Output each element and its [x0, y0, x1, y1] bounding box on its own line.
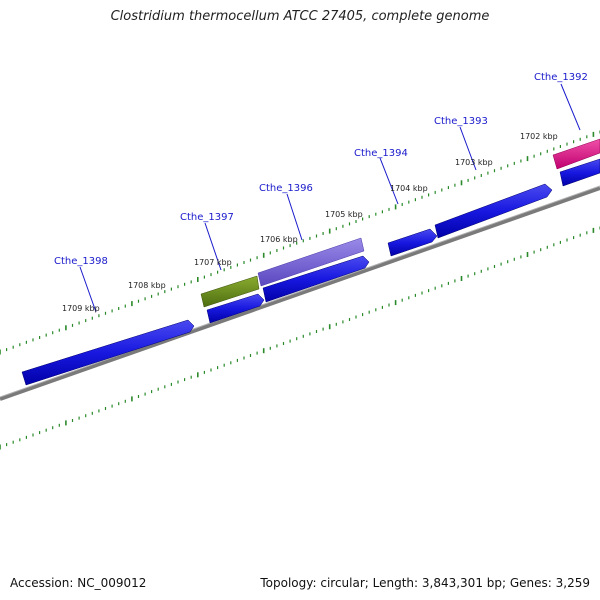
- gene-label-cthe-1392[interactable]: Cthe_1392: [534, 72, 588, 83]
- genome-backbone-highlight: [0, 185, 600, 398]
- kbp-label: 1702 kbp: [520, 132, 558, 141]
- gene-label-cthe-1397[interactable]: Cthe_1397: [180, 212, 234, 223]
- cds-feature[interactable]: [262, 255, 370, 303]
- gene-label-cthe-1398[interactable]: Cthe_1398: [54, 256, 108, 267]
- gene-label-cthe-1396[interactable]: Cthe_1396: [259, 183, 313, 194]
- cds-feature[interactable]: [434, 183, 553, 239]
- gene-leader-lines: [79, 83, 581, 313]
- accession-label: Accession: NC_009012: [10, 576, 147, 590]
- cds-feature[interactable]: [559, 158, 600, 187]
- genome-backbone: [0, 186, 600, 401]
- kbp-label: 1704 kbp: [390, 184, 428, 193]
- cds-feature[interactable]: [387, 228, 438, 257]
- gene-feature-cthe-1396[interactable]: [257, 237, 365, 287]
- genome-title: Clostridium thermocellum ATCC 27405, com…: [110, 9, 490, 24]
- gene-feature-cthe-1392[interactable]: [552, 138, 600, 170]
- kbp-label: 1706 kbp: [260, 235, 298, 244]
- kbp-label: 1705 kbp: [325, 210, 363, 219]
- gene-labels: Cthe_1392 Cthe_1393 Cthe_1394 Cthe_1396 …: [54, 72, 588, 267]
- gene-feature-cthe-1397[interactable]: [200, 275, 260, 308]
- gene-features: [21, 138, 600, 386]
- cds-feature[interactable]: [206, 293, 265, 324]
- kbp-label: 1708 kbp: [128, 281, 166, 290]
- tick-row-lower: [0, 226, 600, 450]
- kbp-label: 1707 kbp: [194, 258, 232, 267]
- genome-info-label: Topology: circular; Length: 3,843,301 bp…: [260, 576, 590, 590]
- kbp-label: 1703 kbp: [455, 158, 493, 167]
- gene-label-cthe-1393[interactable]: Cthe_1393: [434, 116, 488, 127]
- kbp-label: 1709 kbp: [62, 304, 100, 313]
- kbp-labels: 1702 kbp 1703 kbp 1704 kbp 1705 kbp 1706…: [62, 132, 558, 313]
- cds-feature[interactable]: [21, 319, 195, 386]
- tick-row-upper: [0, 130, 600, 355]
- gene-label-cthe-1394[interactable]: Cthe_1394: [354, 148, 408, 159]
